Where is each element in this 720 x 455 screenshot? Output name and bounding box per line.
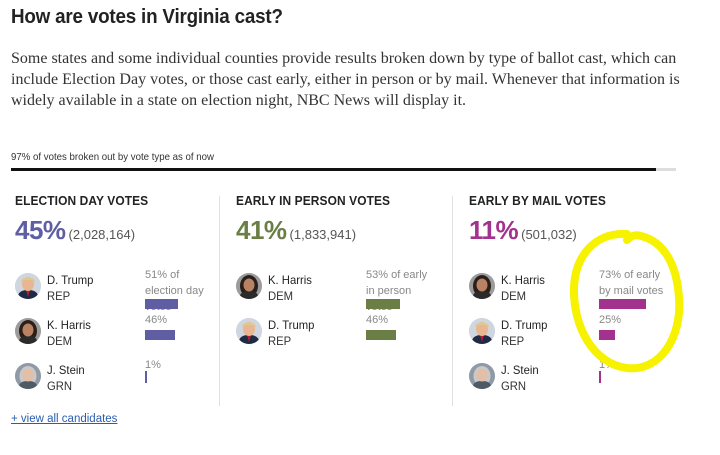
candidate-party: DEM [47,334,73,348]
candidate-avatar [15,363,41,389]
view-all-candidates-link[interactable]: + view all candidates [11,413,118,425]
candidate-row: D. Trump REP 46% [236,314,451,358]
candidate-avatar [236,318,262,344]
column-share: 41% (1,833,941) [236,215,404,246]
candidate-name: D. Trump [501,318,548,332]
vote-share-bar [145,299,179,309]
column-share-pct: 45% [15,215,66,245]
column-share-count: (1,833,941) [289,227,357,242]
vote-share-text: 46% [145,314,168,326]
vote-share-bar [599,371,601,383]
column-heading: EARLY BY MAIL VOTES [469,193,606,208]
candidate-name: D. Trump [47,273,94,287]
vote-share-bar [145,330,175,340]
column-divider [219,196,220,406]
candidate-avatar [15,318,41,344]
vote-share-text: 1% [145,359,161,371]
candidate-row: D. Trump REP 25% [469,314,684,358]
candidate-row: J. Stein GRN 1% [469,359,684,403]
candidate-avatar [15,273,41,299]
progress-label: 97% of votes broken out by vote type as … [11,151,214,163]
candidate-avatar [469,318,495,344]
vote-share-text: 53% of early in person votes [366,269,428,313]
description: Some states and some individual counties… [11,50,680,109]
candidate-row: K. Harris DEM 53% of early in person votes [236,269,451,313]
column-share-count: (2,028,164) [68,227,136,242]
election-day-column: ELECTION DAY VOTES 45% (2,028,164) D. Tru… [15,193,204,393]
candidate-party: DEM [268,289,294,303]
column-share-count: (501,032) [521,227,577,242]
progress-bar-fill [11,168,657,171]
candidate-party: GRN [47,379,73,393]
column-share: 11% (501,032) [469,215,618,246]
vote-share-bar [366,299,401,309]
vote-share-text: 73% of early by mail votes [599,269,664,297]
candidate-name: D. Trump [268,318,315,332]
vote-share-text: 46% [366,314,389,326]
candidate-name: K. Harris [501,273,545,287]
column-divider [452,196,453,406]
candidate-avatar [236,273,262,299]
candidate-name: K. Harris [47,318,91,332]
column-share: 45% (2,028,164) [15,215,160,246]
vote-share-text: 1% [599,359,615,371]
candidate-party: REP [501,334,525,348]
candidate-party: DEM [501,289,527,303]
candidate-avatar [469,363,495,389]
candidate-party: REP [268,334,292,348]
candidate-name: J. Stein [47,363,85,377]
candidate-row: K. Harris DEM 73% of early by mail votes [469,269,684,313]
early-in-person-column: EARLY IN PERSON VOTES 41% (1,833,941) K. … [236,193,427,348]
candidate-row: J. Stein GRN 1% [15,359,230,403]
vote-share-text: 25% [599,314,622,326]
early-by-mail-column: EARLY BY MAIL VOTES 11% (501,032) K. Harr… [469,193,663,393]
column-share-pct: 11% [469,215,519,245]
column-heading: ELECTION DAY VOTES [15,193,149,208]
column-heading: EARLY IN PERSON VOTES [236,193,391,208]
column-share-pct: 41% [236,215,287,245]
vote-share-bar [145,371,147,383]
vote-share-bar [599,330,616,340]
candidate-name: K. Harris [268,273,312,287]
candidate-row: K. Harris DEM 46% [15,314,230,358]
vote-share-bar [366,330,396,340]
candidate-party: GRN [501,379,527,393]
page-title: How are votes in Virginia cast? [11,6,283,28]
candidate-party: REP [47,289,71,303]
candidate-avatar [469,273,495,299]
vote-share-bar [599,299,647,309]
progress-bar [11,168,676,171]
candidate-name: J. Stein [501,363,539,377]
